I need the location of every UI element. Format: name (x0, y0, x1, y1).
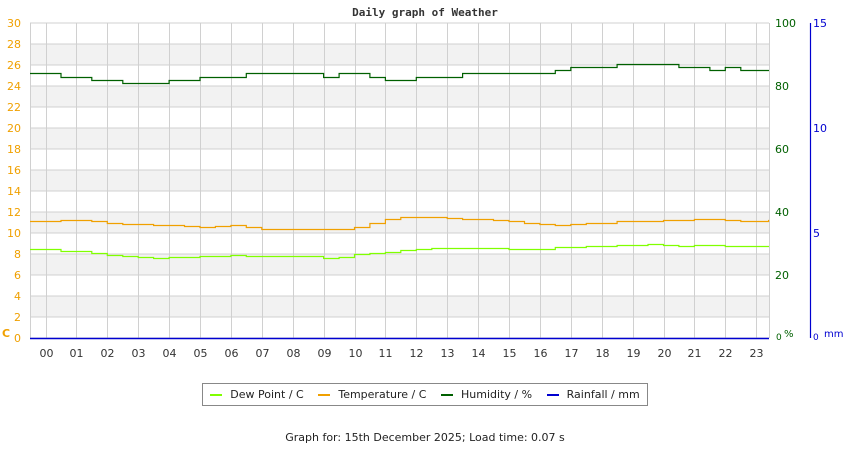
humidity-tick-label: 0 (776, 333, 782, 343)
humidity-tick-label: 40 (775, 206, 789, 219)
legend-item: Rainfall / mm (546, 388, 640, 401)
x-tick-label: 06 (225, 347, 239, 360)
x-tick-label: 03 (132, 347, 146, 360)
left-tick-label: 30 (7, 17, 21, 30)
x-tick-label: 22 (719, 347, 733, 360)
left-tick-label: 6 (14, 269, 21, 282)
x-tick-label: 04 (163, 347, 177, 360)
x-tick-label: 00 (40, 347, 54, 360)
grid-band (30, 254, 769, 275)
grid-band (30, 170, 769, 191)
legend-item: Humidity / % (441, 388, 532, 401)
left-tick-label: 16 (7, 164, 21, 177)
x-tick-label: 20 (658, 347, 672, 360)
grid-band (30, 296, 769, 317)
left-tick-label: 10 (7, 227, 21, 240)
x-tick-label: 16 (534, 347, 548, 360)
legend-label: Rainfall / mm (566, 388, 640, 401)
left-tick-label: 26 (7, 59, 21, 72)
weather-chart: 00 01 02 03 04 05 06 07 08 09 10 11 12 13 14 15 16 17 18 19… (2, 17, 843, 360)
left-tick-label: 14 (7, 185, 21, 198)
grid-band (30, 212, 769, 233)
x-tick-label: 07 (256, 347, 270, 360)
humidity-axis-unit: % (784, 329, 794, 340)
x-tick-label: 12 (410, 347, 424, 360)
x-tick-label: 14 (472, 347, 486, 360)
humidity-tick-label: 80 (775, 80, 789, 93)
grid-band (30, 44, 769, 65)
legend-label: Dew Point / C (230, 388, 304, 401)
dew-point-line (30, 243, 769, 260)
chart-title: Daily graph of Weather (352, 6, 498, 19)
x-tick-label: 02 (101, 347, 115, 360)
graph-footer: Graph for: 15th December 2025; Load time… (285, 431, 565, 444)
rain-tick-label: 15 (813, 17, 827, 30)
temperature-line (30, 216, 770, 231)
left-tick-label: 12 (7, 206, 21, 219)
x-tick-label: 18 (596, 347, 610, 360)
x-tick-label: 10 (349, 347, 363, 360)
x-tick-label: 08 (287, 347, 301, 360)
left-axis-unit: C (2, 327, 10, 340)
rain-axis-unit: mm (824, 329, 843, 340)
x-tick-label: 05 (194, 347, 208, 360)
grid-band (30, 86, 769, 107)
rain-tick-label: 0 (813, 333, 819, 343)
left-tick-label: 18 (7, 143, 21, 156)
humidity-tick-label: 20 (775, 269, 789, 282)
x-tick-label: 09 (318, 347, 332, 360)
left-tick-label: 2 (14, 311, 21, 324)
humidity-tick-label: 100 (775, 17, 796, 30)
left-tick-label: 22 (7, 101, 21, 114)
left-tick-label: 24 (7, 80, 21, 93)
x-tick-label: 13 (441, 347, 455, 360)
legend-label: Humidity / % (461, 388, 533, 401)
rain-tick-label: 5 (813, 227, 820, 240)
chart-legend: Dew Point / C Temperature / C Humidity / %… (202, 383, 648, 406)
x-tick-label: 21 (688, 347, 702, 360)
legend-swatch-icon (210, 393, 223, 396)
x-tick-label: 01 (70, 347, 84, 360)
grid-band (30, 128, 769, 149)
x-tick-label: 15 (503, 347, 517, 360)
x-tick-label: 11 (379, 347, 393, 360)
legend-swatch-icon (546, 393, 559, 396)
left-tick-label: 20 (7, 122, 21, 135)
left-tick-label: 28 (7, 38, 21, 51)
humidity-tick-label: 60 (775, 143, 789, 156)
rain-tick-label: 10 (813, 122, 827, 135)
legend-label: Temperature / C (338, 388, 427, 401)
left-tick-label: 0 (14, 332, 21, 345)
left-tick-label: 8 (14, 248, 21, 261)
legend-swatch-icon (318, 393, 331, 396)
x-tick-label: 17 (565, 347, 579, 360)
x-tick-label: 23 (750, 347, 764, 360)
x-tick-label: 19 (627, 347, 641, 360)
legend-swatch-icon (441, 393, 454, 396)
left-tick-label: 4 (14, 290, 21, 303)
humidity-line (30, 63, 769, 85)
legend-item: Temperature / C (318, 388, 426, 401)
legend-item: Dew Point / C (210, 388, 304, 401)
